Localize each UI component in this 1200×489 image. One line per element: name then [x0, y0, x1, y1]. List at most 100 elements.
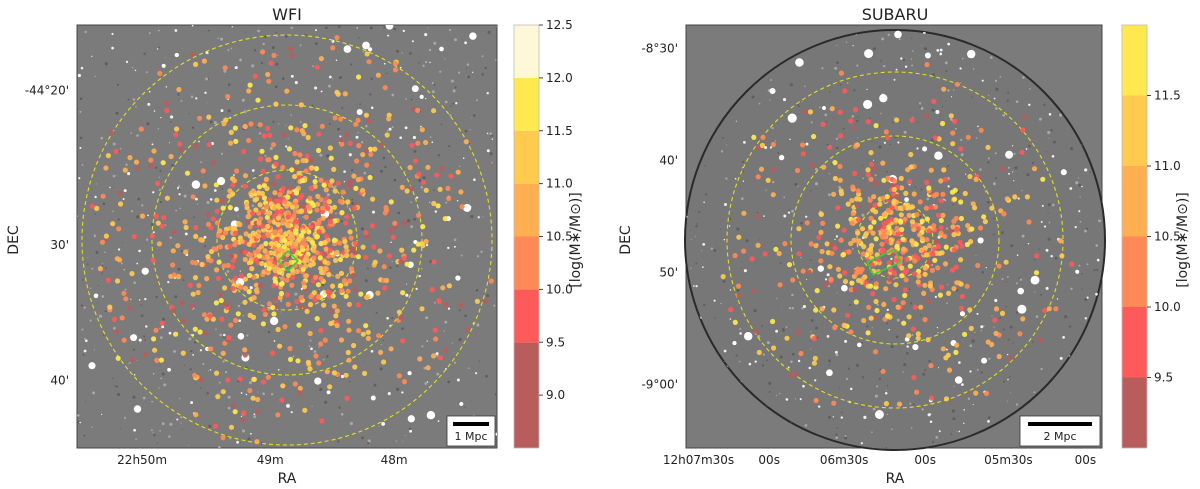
galaxy-point [928, 204, 934, 210]
background-source [112, 377, 114, 380]
background-source [886, 170, 889, 173]
background-source [458, 273, 461, 275]
background-source [199, 387, 202, 389]
galaxy-point [231, 178, 238, 184]
galaxy-point [848, 240, 854, 247]
colorbar-label: [log(M∗/M⊙)] [1175, 192, 1191, 288]
galaxy-point [919, 218, 925, 224]
galaxy-point [339, 288, 345, 294]
galaxy-point [813, 243, 819, 249]
galaxy-point [363, 254, 369, 260]
background-source [855, 363, 860, 367]
galaxy-point [362, 370, 368, 376]
galaxy-point [824, 241, 830, 247]
colorbar-tick-label: 11.0 [546, 177, 573, 191]
galaxy-point [107, 304, 113, 310]
background-source [847, 82, 849, 84]
galaxy-point [202, 183, 208, 189]
galaxy-point [284, 203, 290, 209]
background-source [861, 406, 863, 408]
galaxy-point [756, 349, 762, 355]
galaxy-point [232, 275, 238, 281]
bright-star [977, 237, 984, 244]
background-source [475, 289, 479, 292]
background-source [695, 225, 698, 228]
background-source [903, 130, 907, 134]
colorbar-bin [514, 342, 539, 448]
colorbar-bin [1122, 307, 1147, 378]
galaxy-point [1003, 259, 1009, 265]
background-source [397, 211, 401, 215]
galaxy-point [871, 219, 877, 225]
background-source [1022, 76, 1025, 79]
galaxy-point [849, 220, 855, 226]
bright-star [935, 110, 940, 114]
galaxy-point [215, 394, 221, 400]
background-source [418, 62, 420, 64]
galaxy-point [437, 186, 443, 192]
galaxy-point [911, 191, 917, 197]
background-source [158, 387, 160, 389]
galaxy-point [831, 400, 837, 406]
background-source [227, 406, 231, 410]
galaxy-point [274, 209, 280, 215]
background-source [969, 344, 973, 348]
galaxy-point [223, 230, 229, 236]
bright-star [1017, 304, 1027, 314]
background-source [134, 69, 137, 72]
background-source [801, 307, 804, 310]
background-source [740, 197, 744, 200]
background-source [148, 32, 151, 35]
background-source [391, 126, 394, 129]
galaxy-point [228, 322, 234, 328]
galaxy-point [311, 244, 317, 250]
background-source [93, 349, 96, 351]
galaxy-point [922, 265, 928, 271]
background-source [804, 85, 806, 88]
galaxy-point [879, 241, 885, 247]
galaxy-point [865, 119, 872, 125]
background-source [871, 327, 873, 329]
background-source [801, 101, 803, 103]
background-source [495, 432, 497, 436]
galaxy-point [823, 281, 829, 288]
galaxy-point [347, 140, 353, 146]
galaxy-point [234, 168, 240, 174]
background-source [872, 407, 876, 411]
background-source [393, 178, 397, 182]
background-source [422, 176, 426, 180]
galaxy-point [898, 175, 904, 181]
background-source [1029, 87, 1031, 90]
background-source [371, 174, 374, 176]
galaxy-point [967, 173, 973, 180]
galaxy-point [307, 205, 313, 211]
background-source [1007, 166, 1010, 169]
background-source [836, 146, 839, 150]
background-source [766, 359, 769, 362]
background-source [270, 393, 274, 396]
galaxy-point [432, 327, 438, 333]
background-source [236, 440, 240, 444]
background-source [326, 355, 329, 358]
galaxy-point [333, 257, 339, 263]
background-source [178, 397, 181, 400]
background-source [223, 333, 226, 337]
galaxy-point [943, 396, 950, 402]
galaxy-point [912, 271, 918, 277]
galaxy-point [287, 185, 293, 191]
galaxy-point [958, 215, 965, 222]
galaxy-point [854, 203, 861, 209]
background-source [1079, 196, 1081, 198]
galaxy-point [232, 230, 239, 236]
background-source [95, 251, 99, 254]
background-source [726, 144, 728, 146]
background-source [379, 169, 383, 173]
background-source [876, 303, 879, 306]
background-source [763, 215, 765, 217]
bright-star [841, 284, 848, 292]
galaxy-point [262, 311, 268, 318]
galaxy-point [170, 262, 176, 268]
bright-star [912, 343, 919, 351]
background-source [396, 265, 399, 268]
background-source [167, 280, 170, 284]
